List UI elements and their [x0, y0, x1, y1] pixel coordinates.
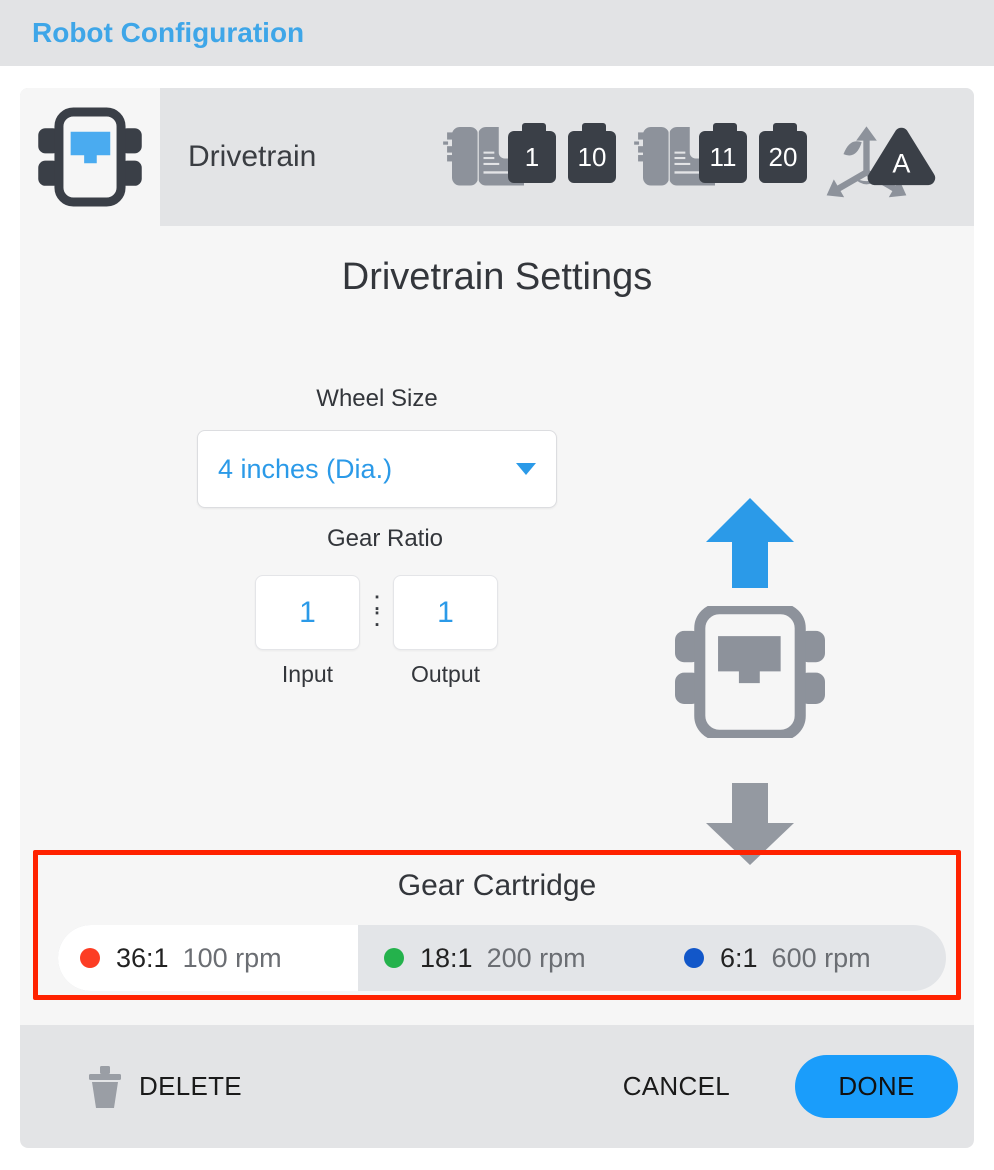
- svg-text:A: A: [892, 148, 910, 178]
